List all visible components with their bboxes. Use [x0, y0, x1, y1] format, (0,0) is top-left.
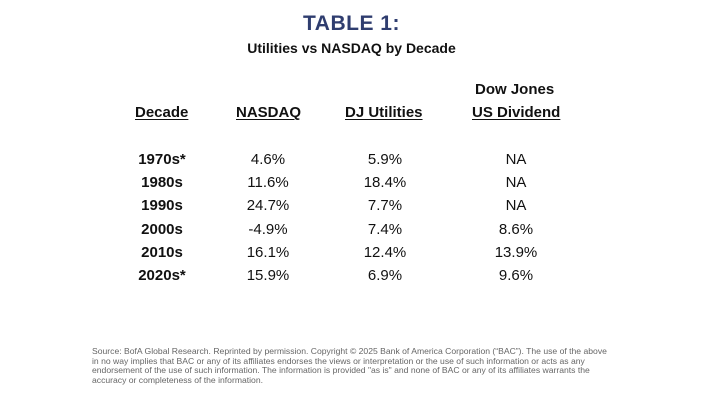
cell-decade: 1990s	[141, 197, 183, 215]
cell-dow-jones-us-dividend: 8.6%	[498, 220, 534, 238]
table-row: 1980s 11.6% 18.4% NA	[0, 172, 703, 194]
table-row: 1970s* 4.6% 5.9% NA	[0, 149, 703, 171]
source-footnote: Source: BofA Global Research. Reprinted …	[92, 346, 607, 385]
cell-nasdaq: 15.9%	[246, 267, 290, 284]
cell-dow-jones-us-dividend: NA	[505, 174, 527, 192]
header-nasdaq: NASDAQ	[236, 104, 302, 121]
cell-dow-jones-us-dividend: NA	[505, 197, 527, 215]
cell-dow-jones-us-dividend: NA	[505, 151, 527, 168]
cell-decade: 2010s	[141, 243, 183, 261]
cell-decade: 1970s*	[138, 151, 186, 168]
cell-dj-utilities: 7.4%	[367, 220, 403, 238]
table-title: TABLE 1:	[303, 12, 400, 35]
table-row: 2000s -4.9% 7.4% 8.6%	[0, 219, 703, 241]
cell-decade: 2000s	[141, 220, 183, 238]
cell-nasdaq: 24.7%	[246, 197, 290, 215]
header-dow-jones-line2: US Dividend	[472, 104, 561, 121]
table-row: 1990s 24.7% 7.7% NA	[0, 195, 703, 217]
cell-nasdaq: -4.9%	[248, 220, 288, 238]
cell-dj-utilities: 5.9%	[367, 151, 403, 168]
table-row: 2010s 16.1% 12.4% 13.9%	[0, 242, 703, 264]
cell-dow-jones-us-dividend: 13.9%	[494, 243, 538, 261]
cell-nasdaq: 16.1%	[246, 243, 290, 261]
header-dj-utilities: DJ Utilities	[345, 104, 423, 121]
cell-dow-jones-us-dividend: 9.6%	[498, 267, 534, 284]
table-row: 2020s* 15.9% 6.9% 9.6%	[0, 265, 703, 287]
cell-decade: 1980s	[141, 174, 183, 192]
header-decade: Decade	[135, 104, 189, 121]
cell-dj-utilities: 18.4%	[363, 174, 407, 192]
cell-nasdaq: 11.6%	[247, 174, 289, 192]
cell-nasdaq: 4.6%	[250, 151, 286, 168]
cell-decade: 2020s*	[138, 267, 186, 284]
cell-dj-utilities: 12.4%	[363, 243, 407, 261]
cell-dj-utilities: 6.9%	[367, 267, 403, 284]
cell-dj-utilities: 7.7%	[367, 197, 403, 215]
table-subtitle: Utilities vs NASDAQ by Decade	[247, 40, 456, 56]
header-dow-jones-line1: Dow Jones	[475, 81, 555, 98]
